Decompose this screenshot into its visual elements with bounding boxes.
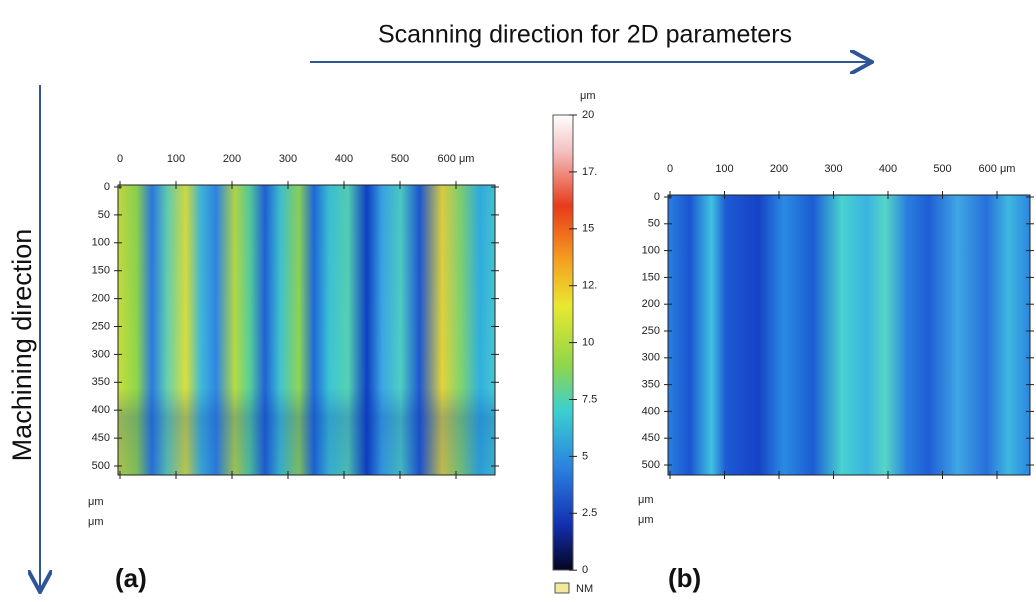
title: Scanning direction for 2D parameters [378, 21, 792, 49]
panel-label: (b) [668, 563, 701, 593]
y-tick-label: 350 [642, 379, 660, 391]
unit-label: μm [88, 516, 104, 528]
y-tick-label: 300 [642, 352, 660, 364]
x-tick-label: 400 [879, 163, 897, 175]
y-tick-label: 150 [92, 265, 110, 277]
x-tick-label: 300 [279, 153, 297, 165]
unit-label: μm [88, 496, 104, 508]
colorbar-tick-label: 10 [582, 337, 594, 349]
y-tick-label: 450 [642, 432, 660, 444]
y-tick-label: 500 [642, 459, 660, 471]
y-tick-label: 150 [642, 271, 660, 283]
panel-label: (a) [115, 563, 147, 593]
colorbar-tick-label: 7.5 [582, 393, 597, 405]
colorbar-tick-label: 0 [582, 564, 588, 576]
x-tick-label: 200 [223, 153, 241, 165]
colorbar-tick-label: 17. [582, 166, 597, 178]
map-b [668, 195, 1030, 475]
y-tick-label: 200 [92, 293, 110, 305]
x-tick-label: 300 [824, 163, 842, 175]
y-tick-label: 350 [92, 376, 110, 388]
y-tick-label: 250 [642, 325, 660, 337]
y-tick-label: 400 [92, 404, 110, 416]
y-tick-label: 450 [92, 432, 110, 444]
y-tick-label: 50 [98, 209, 110, 221]
y-tick-label: 0 [104, 181, 110, 193]
colorbar-tick-label: 2.5 [582, 507, 597, 519]
x-tick-label: 100 [167, 153, 185, 165]
map-a-shade [118, 185, 495, 475]
y-tick-label: 300 [92, 348, 110, 360]
map-b-frame [667, 194, 1031, 476]
x-tick-label: 0 [667, 163, 673, 175]
x-tick-label: 100 [715, 163, 733, 175]
colorbar-tick-label: 15 [582, 223, 594, 235]
colorbar-unit: μm [580, 90, 596, 102]
x-tick-label: 0 [117, 153, 123, 165]
colorbar-tick-label: 12. [582, 280, 597, 292]
colorbar-tick-label: 5 [582, 450, 588, 462]
unit-label: μm [638, 494, 654, 506]
y-tick-label: 100 [92, 237, 110, 249]
colorbar-tick-label: 20 [582, 109, 594, 121]
x-tick-label: 500 [933, 163, 951, 175]
nm-swatch [554, 582, 570, 594]
x-tick-label: 400 [335, 153, 353, 165]
x-tick-label: 500 [391, 153, 409, 165]
map-a-frame [117, 184, 496, 476]
y-tick-label: 50 [648, 218, 660, 230]
unit-label: μm [638, 514, 654, 526]
y-tick-label: 100 [642, 245, 660, 257]
y-tick-label: 200 [642, 298, 660, 310]
y-tick-label: 400 [642, 405, 660, 417]
x-tick-label: 600 μm [438, 153, 475, 165]
y-tick-label: 250 [92, 320, 110, 332]
x-tick-label: 200 [770, 163, 788, 175]
side-label: Machining direction [7, 229, 37, 462]
y-tick-label: 500 [92, 460, 110, 472]
colorbar-legend: NM [576, 583, 593, 595]
x-tick-label: 600 μm [979, 163, 1016, 175]
y-tick-label: 0 [654, 191, 660, 203]
